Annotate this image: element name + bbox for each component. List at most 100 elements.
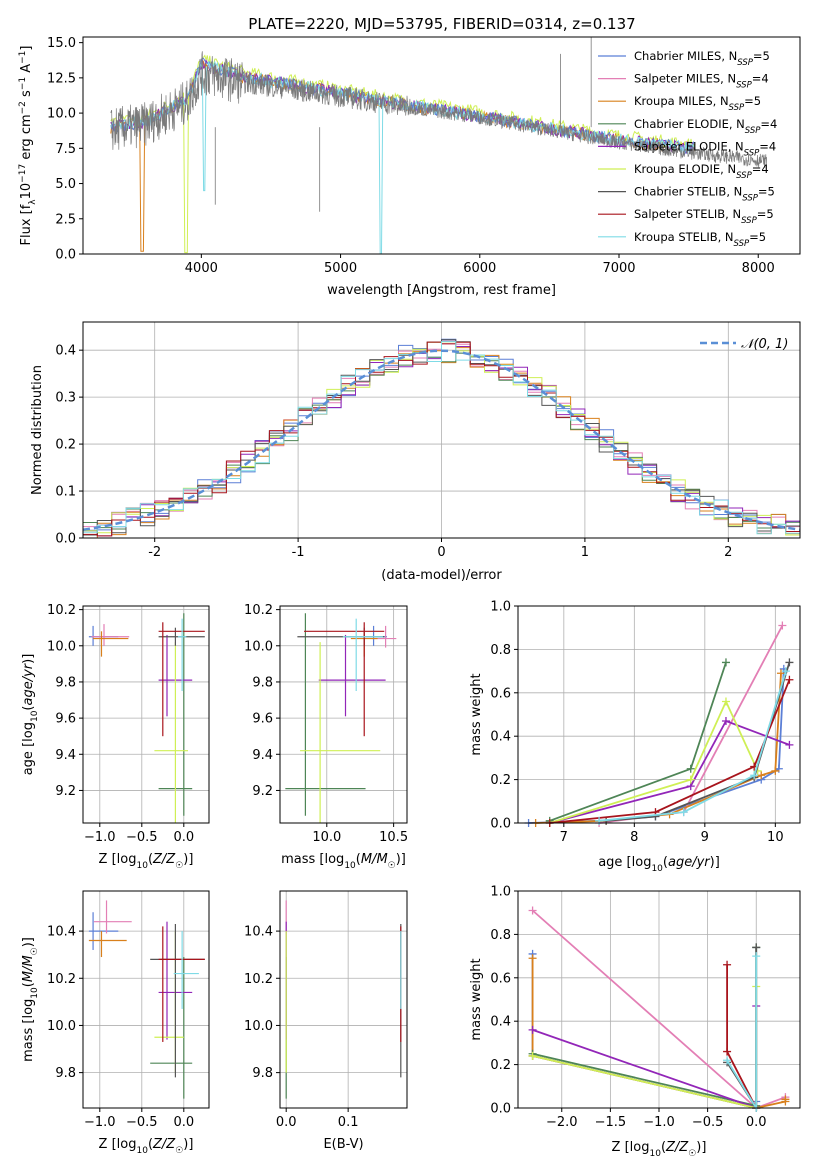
- series-marker: [785, 740, 794, 749]
- series-line: [531, 953, 758, 1110]
- mass-weight-vs-z-plot-xlabel-part: Z/Z: [665, 1140, 689, 1155]
- mass-weight-vs-age-plot-xlabel-part: )]: [710, 855, 720, 870]
- mass-vs-z-plot-xlabel-part: (: [148, 1137, 153, 1152]
- figure-title: PLATE=2220, MJD=53795, FIBERID=0314, z=0…: [248, 15, 635, 33]
- spectrum-ylabel: Flux [fλ10−17 erg cm−2 s−1 A−1]: [18, 46, 38, 246]
- spectrum-ylabel-part: −2: [18, 101, 28, 114]
- series-marker: [721, 717, 730, 726]
- mass-vs-ebv-plot-ytick-label: 10.0: [244, 1019, 273, 1034]
- mass-weight-vs-age-plot-xlabel-part: (: [663, 855, 668, 870]
- age-vs-z-plot-ytick-label: 9.8: [55, 675, 76, 690]
- legend-entry-part: =5: [757, 207, 774, 221]
- residual-plot-ytick-label: 0.3: [55, 391, 76, 406]
- mass-weight-vs-age-plot-xlabel-part: 10: [651, 864, 663, 874]
- mass-weight-vs-age-plot-xtick-label: 10: [767, 830, 784, 845]
- age-vs-z-plot-ytick-label: 9.4: [55, 748, 76, 763]
- mass-vs-ebv-plot-ytick-label: 9.8: [252, 1066, 273, 1081]
- legend-entry-part: Kroupa MILES, N: [634, 94, 729, 108]
- age-vs-mass-plot-xlabel-part: mass [log: [281, 852, 344, 867]
- mass-weight-vs-age-plot-ytick-label: 0.2: [490, 773, 511, 788]
- age-vs-z-plot-xlabel-part: Z [log: [99, 852, 137, 867]
- spectrum-ylabel-part: −17: [18, 164, 28, 183]
- age-vs-z-plot-ytick-label: 9.6: [55, 712, 76, 727]
- mass-weight-vs-z-plot-xtick-label: 0.0: [746, 1115, 767, 1130]
- residual-plot-ytick-label: 0.2: [55, 438, 76, 453]
- mass-vs-z-plot-xlabel-part: Z/Z: [152, 1137, 176, 1152]
- legend-entry: Salpeter STELIB, NSSP=5: [634, 207, 774, 226]
- series-marker: [781, 667, 790, 676]
- mass-vs-ebv-plot-ytick-label: 10.2: [244, 972, 273, 987]
- age-vs-z-plot-xtick-label: −0.5: [126, 830, 158, 845]
- series-line: [549, 679, 791, 824]
- age-vs-mass-plot-ytick-label: 9.8: [252, 675, 273, 690]
- series-marker: [528, 1051, 537, 1060]
- mass-weight-vs-age-plot-xtick-label: 8: [630, 830, 638, 845]
- normal-legend-label: 𝒩(0, 1): [741, 337, 788, 352]
- residual-plot-ytick-label: 0.4: [55, 344, 76, 359]
- spectrum-ylabel-part: erg cm: [19, 114, 34, 163]
- series-marker: [679, 808, 688, 817]
- legend-entry-part: =4: [760, 117, 777, 131]
- mass-vs-z-plot-xtick-label: 0.0: [173, 1115, 194, 1130]
- series-marker: [785, 675, 794, 684]
- mass-weight-vs-z-plot-xlabel-part: (: [661, 1140, 666, 1155]
- series-marker: [723, 1047, 732, 1056]
- age-vs-z-plot-xlabel: Z [log10(Z/Z☉)]: [99, 852, 194, 871]
- age-vs-z-plot-axes: −1.0 −0.5 0.0 9.2 9.4 9.6 9.8 10.0 10.2: [47, 603, 209, 845]
- series-marker: [778, 621, 787, 630]
- age-vs-z-plot-xtick-label: −1.0: [84, 830, 116, 845]
- spectrum-plot-xtick-label: 6000: [463, 261, 496, 276]
- spectrum-xlabel: wavelength [Angstrom, rest frame]: [327, 283, 556, 298]
- legend-entry-part: SSP: [745, 126, 761, 136]
- spectrum-plot-ytick-label: 15.0: [47, 36, 76, 51]
- age-vs-z-plot-xlabel-part: )]: [183, 852, 193, 867]
- legend-entry-part: SSP: [734, 239, 750, 249]
- model-spectrum-line: [110, 54, 696, 254]
- mass-weight-vs-age-plot-ytick-label: 0.4: [490, 730, 511, 745]
- age-vs-z-plot-xlabel-part: (: [148, 852, 153, 867]
- residual-plot-ytick-label: 0.1: [55, 485, 76, 500]
- mass-weight-vs-z-plot-ylabel: mass weight: [469, 958, 484, 1040]
- age-vs-z-plot-points: [88, 613, 205, 823]
- legend-entry-part: Salpeter MILES, N: [634, 72, 736, 86]
- age-vs-mass-plot-ytick-label: 9.6: [252, 712, 273, 727]
- age-vs-mass-plot-xtick-label: 10.5: [379, 830, 408, 845]
- series-marker: [721, 658, 730, 667]
- age-vs-mass-plot-xlabel-part: M/M: [361, 852, 388, 867]
- series-marker: [723, 1056, 732, 1065]
- legend-entry-part: Kroupa ELODIE, N: [634, 162, 736, 176]
- legend-entry-part: =5: [744, 94, 761, 108]
- age-vs-mass-plot-ytick-label: 9.4: [252, 748, 273, 763]
- mass-weight-vs-z-plot-xtick-label: −1.0: [643, 1115, 675, 1130]
- mass-weight-vs-age-plot-ytick-label: 0.0: [490, 817, 511, 832]
- mass-vs-z-plot-ytick-label: 10.2: [47, 972, 76, 987]
- age-vs-mass-plot-ytick-label: 9.2: [252, 784, 273, 799]
- spectrum-ylabel-part: s: [19, 90, 34, 101]
- mass-vs-ebv-plot-frame: [279, 890, 408, 1109]
- mass-vs-ebv-plot-xtick-label: 0.1: [338, 1115, 359, 1130]
- legend-entry-part: Chabrier STELIB, N: [634, 185, 742, 199]
- legend-entry: Chabrier STELIB, NSSP=5: [634, 185, 775, 204]
- mass-vs-z-plot-xlabel-part: ☉: [175, 1146, 183, 1156]
- legend-entry-part: =4: [759, 139, 776, 153]
- series-marker: [528, 1025, 537, 1034]
- age-vs-mass-plot-xlabel-part: 10: [344, 861, 356, 871]
- spectrum-plot-ytick-label: 2.5: [55, 212, 76, 227]
- legend-entry: Chabrier MILES, NSSP=5: [634, 49, 770, 68]
- mass-weight-vs-z-plot-xlabel-part: Z [log: [612, 1140, 650, 1155]
- legend-entry: Salpeter MILES, NSSP=4: [634, 72, 769, 91]
- age-vs-z-plot-ytick-label: 9.2: [55, 784, 76, 799]
- mass-weight-vs-age-plot-series: [524, 621, 794, 827]
- spectrum-plot-xtick-label: 4000: [185, 261, 218, 276]
- age-vs-mass-plot-xlabel: mass [log10(M/M☉)]: [281, 852, 406, 871]
- legend-entry-part: SSP: [736, 171, 752, 181]
- mass-weight-vs-z-plot-ytick-label: 0.8: [490, 928, 511, 943]
- mass-vs-z-plot-points: [88, 900, 205, 1099]
- age-vs-mass-plot-xlabel-part: ☉: [388, 861, 396, 871]
- legend-entry-part: =5: [758, 185, 775, 199]
- mass-weight-vs-age-plot-ytick-label: 1.0: [490, 600, 511, 615]
- mass-vs-ebv-plot-xlabel-part: E(B-V): [323, 1137, 363, 1152]
- legend-entry-part: =5: [749, 230, 766, 244]
- mass-weight-vs-z-plot-ytick-label: 0.2: [490, 1058, 511, 1073]
- age-vs-z-plot-ytick-label: 10.2: [47, 603, 76, 618]
